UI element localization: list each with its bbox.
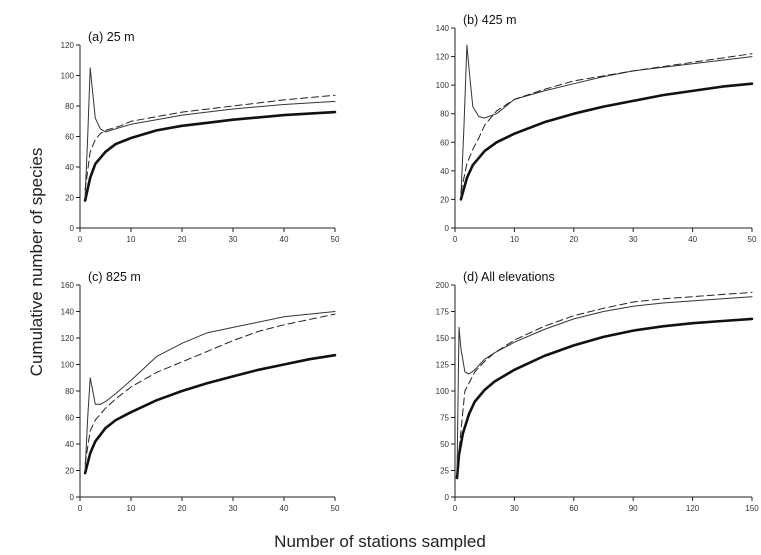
x-tick-label: 40: [280, 235, 289, 244]
x-tick-label: 50: [748, 235, 757, 244]
y-tick-label: 0: [445, 224, 450, 233]
x-tick-label: 10: [127, 235, 136, 244]
y-tick-label: 80: [440, 110, 449, 119]
y-tick-label: 125: [436, 361, 450, 370]
x-tick-label: 30: [229, 504, 238, 513]
y-tick-label: 0: [70, 493, 75, 502]
panel-title: (c) 825 m: [88, 270, 141, 284]
series-line-dashed: [460, 53, 753, 193]
y-tick-label: 40: [440, 167, 449, 176]
x-tick-label: 90: [629, 504, 638, 513]
panel-c-825m: 0 10 20 30 40 50 0 20 40 60 80 100 120 140 160 (c) 825 …: [61, 270, 340, 513]
y-tick-label: 160: [61, 281, 75, 290]
x-tick-label: 50: [331, 235, 340, 244]
y-tick-label: 200: [436, 281, 450, 290]
series-line-dashed: [84, 313, 336, 465]
y-tick-label: 40: [65, 163, 74, 172]
series-line-thin-solid: [84, 311, 336, 471]
x-tick-label: 120: [686, 504, 700, 513]
series-line-thick-solid: [83, 110, 337, 202]
y-tick-label: 100: [436, 81, 450, 90]
y-tick-label: 0: [70, 224, 75, 233]
y-tick-label: 80: [65, 102, 74, 111]
series-line-thin-solid: [84, 67, 336, 198]
y-tick-label: 20: [65, 194, 74, 203]
x-axis-label: Number of stations sampled: [274, 532, 486, 551]
y-tick-label: 50: [440, 440, 449, 449]
series-line-thick-solid: [459, 82, 754, 201]
y-tick-label: 100: [436, 387, 450, 396]
series-line-dashed: [456, 291, 753, 471]
x-tick-label: 10: [127, 504, 136, 513]
y-tick-label: 75: [440, 414, 449, 423]
panel-b-425m: 0 10 20 30 40 50 0 20 40 60 80 100 120 140 (b) 425 m: [436, 13, 757, 244]
y-tick-label: 120: [436, 53, 450, 62]
y-tick-label: 120: [61, 41, 75, 50]
x-tick-label: 10: [510, 235, 519, 244]
y-tick-label: 100: [61, 361, 75, 370]
x-tick-label: 60: [569, 504, 578, 513]
series-line-thin-solid: [460, 44, 753, 198]
x-tick-label: 0: [78, 504, 83, 513]
y-tick-label: 60: [65, 133, 74, 142]
panel-title: (a) 25 m: [88, 30, 135, 44]
x-tick-label: 30: [229, 235, 238, 244]
x-tick-label: 40: [280, 504, 289, 513]
y-tick-label: 120: [61, 334, 75, 343]
y-tick-label: 0: [445, 493, 450, 502]
series-line-thick-solid: [455, 317, 754, 480]
y-tick-label: 80: [65, 387, 74, 396]
x-tick-label: 0: [78, 235, 83, 244]
x-tick-label: 20: [569, 235, 578, 244]
y-tick-label: 140: [61, 308, 75, 317]
x-tick-label: 30: [629, 235, 638, 244]
y-tick-label: 60: [440, 138, 449, 147]
y-tick-label: 20: [65, 467, 74, 476]
x-tick-label: 0: [453, 504, 458, 513]
x-tick-label: 50: [331, 504, 340, 513]
x-tick-label: 40: [688, 235, 697, 244]
x-tick-label: 20: [178, 235, 187, 244]
series-line-dashed: [84, 94, 336, 191]
y-tick-label: 20: [440, 195, 449, 204]
x-tick-label: 150: [745, 504, 759, 513]
panel-title: (b) 425 m: [463, 13, 517, 27]
x-tick-label: 30: [510, 504, 519, 513]
y-tick-label: 100: [61, 72, 75, 81]
y-tick-label: 140: [436, 24, 450, 33]
panel-title: (d) All elevations: [463, 270, 555, 284]
y-axis-label: Cumulative number of species: [27, 148, 46, 377]
panel-a-25m: 0 10 20 30 40 50 0 20 40 60 80 100 120 (a) 25 m: [61, 30, 340, 244]
x-tick-label: 20: [178, 504, 187, 513]
series-line-thick-solid: [83, 353, 337, 475]
y-tick-label: 25: [440, 467, 449, 476]
y-tick-label: 40: [65, 440, 74, 449]
y-tick-label: 150: [436, 334, 450, 343]
x-tick-label: 0: [453, 235, 458, 244]
series-line-thin-solid: [456, 296, 753, 477]
panel-d-all-elevations: 0 30 60 90 120 150 0 25 50 75 100 125 150 175 200 (d) A…: [436, 270, 760, 513]
y-tick-label: 60: [65, 414, 74, 423]
y-tick-label: 175: [436, 308, 450, 317]
